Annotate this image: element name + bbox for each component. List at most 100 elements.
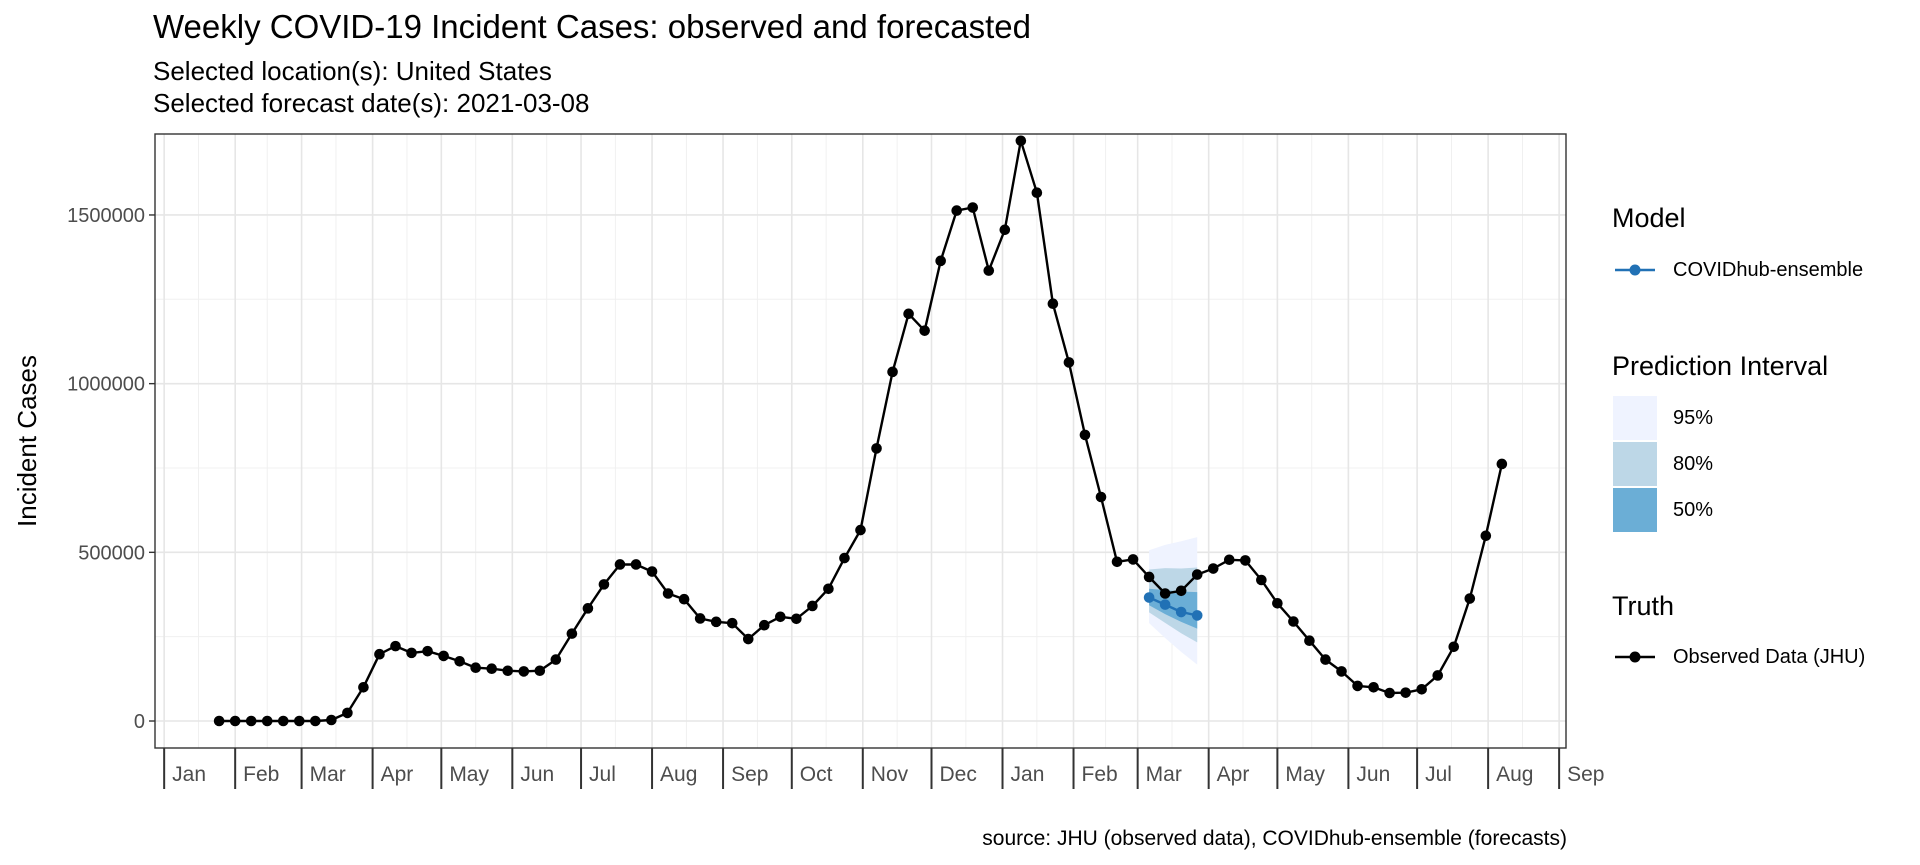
x-tick-label: Aug: [660, 763, 697, 786]
y-tick-label: 500000: [78, 542, 145, 564]
data-point-observed: [1432, 670, 1444, 681]
data-point-observed: [1063, 357, 1075, 368]
data-point-observed: [1304, 635, 1315, 647]
data-point-forecast: [1159, 599, 1171, 610]
data-point-observed: [1079, 429, 1091, 441]
x-tick-label: Jan: [1011, 763, 1045, 786]
data-point-observed: [807, 600, 818, 612]
data-point-observed: [678, 593, 690, 605]
data-point-observed: [486, 663, 498, 675]
data-point-observed: [326, 714, 337, 726]
data-point-observed: [1496, 458, 1508, 470]
data-point-observed: [887, 366, 898, 378]
data-point-observed: [550, 654, 562, 665]
data-point-observed: [999, 224, 1011, 236]
legend-title-model: Model: [1612, 203, 1686, 233]
data-point-observed: [983, 265, 995, 276]
series-line-forecast: [1148, 596, 1198, 617]
x-tick-label: Sep: [1567, 763, 1604, 786]
data-point-observed: [662, 588, 674, 599]
data-point-observed: [742, 633, 754, 645]
data-point-observed: [646, 566, 658, 577]
data-point-observed: [871, 443, 882, 454]
x-tick-label: Dec: [940, 763, 977, 786]
data-point-forecast: [1191, 610, 1203, 621]
y-tick-label: 1000000: [67, 374, 145, 396]
x-tick-label: Nov: [871, 763, 909, 786]
x-tick-label: Mar: [1146, 763, 1182, 786]
data-point-observed: [919, 325, 930, 336]
data-point-observed: [758, 619, 770, 631]
legend-label-80: 80%: [1673, 453, 1714, 475]
x-tick-label: Jun: [520, 763, 554, 786]
legend-label-50: 50%: [1673, 499, 1714, 521]
data-point-observed: [951, 205, 963, 216]
data-point-observed: [726, 617, 738, 629]
x-tick-label: Jan: [172, 763, 206, 786]
x-tick-label: Oct: [800, 763, 833, 786]
data-point-observed: [598, 579, 610, 590]
data-point-observed: [1207, 563, 1219, 574]
legend-key-truth: [1615, 651, 1655, 663]
data-point-observed: [903, 308, 914, 320]
data-point-observed: [390, 640, 401, 652]
data-point-observed: [422, 645, 433, 657]
data-point-observed: [1336, 666, 1347, 677]
data-point-observed: [213, 715, 225, 727]
x-tick-label: Sep: [731, 763, 768, 786]
data-point-observed: [406, 647, 417, 659]
legend-title-truth: Truth: [1612, 591, 1675, 621]
data-point-observed: [855, 524, 866, 536]
data-point-observed: [566, 628, 578, 639]
data-point-observed: [502, 665, 514, 677]
data-point-observed: [1095, 491, 1107, 503]
data-point-forecast: [1143, 592, 1155, 603]
data-point-observed: [1047, 298, 1059, 309]
data-point-observed: [245, 715, 257, 727]
data-point-observed: [839, 552, 850, 564]
data-point-observed: [374, 648, 385, 660]
data-point-observed: [294, 715, 305, 727]
data-point-forecast: [1175, 606, 1187, 618]
data-point-observed: [310, 715, 321, 727]
y-axis-title: Incident Cases: [12, 355, 42, 527]
x-tick-label: Feb: [1082, 763, 1118, 786]
chart-subtitle-location: Selected location(s): United States: [153, 56, 552, 86]
x-tick-label: Jul: [1425, 763, 1452, 786]
data-point-observed: [694, 613, 706, 624]
legend-label-95: 95%: [1673, 407, 1714, 429]
legend-key-model: [1615, 264, 1655, 276]
data-point-observed: [967, 202, 979, 213]
data-point-observed: [454, 655, 465, 667]
data-point-observed: [261, 715, 273, 727]
legend-label-model: COVIDhub-ensemble: [1673, 259, 1864, 281]
x-tick-label: May: [449, 763, 489, 786]
data-point-observed: [1191, 569, 1203, 580]
data-point-observed: [935, 255, 946, 267]
data-point-observed: [1127, 554, 1139, 565]
plot-border: [154, 133, 1567, 749]
legend-title-interval: Prediction Interval: [1612, 351, 1829, 381]
data-point-observed: [358, 681, 369, 693]
x-tick-label: Jun: [1356, 763, 1390, 786]
data-point-observed: [277, 715, 289, 727]
data-point-observed: [1272, 597, 1283, 609]
data-point-observed: [342, 707, 353, 719]
data-point-observed: [1159, 588, 1171, 599]
legend-swatch-95: [1613, 396, 1657, 440]
data-point-observed: [614, 559, 626, 570]
data-point-observed: [1015, 135, 1027, 147]
data-point-observed: [1400, 687, 1411, 698]
data-point-observed: [1416, 683, 1427, 695]
x-tick-label: Feb: [243, 763, 279, 786]
legend-swatch-50: [1613, 488, 1657, 532]
x-tick-label: Aug: [1496, 763, 1533, 786]
plot-panel: [155, 134, 1566, 748]
data-point-observed: [1031, 187, 1043, 199]
data-point-observed: [1240, 555, 1251, 566]
data-point-observed: [470, 662, 481, 674]
data-point-observed: [1175, 585, 1187, 597]
data-point-observed: [823, 583, 834, 595]
x-tick-label: Jul: [589, 763, 616, 786]
